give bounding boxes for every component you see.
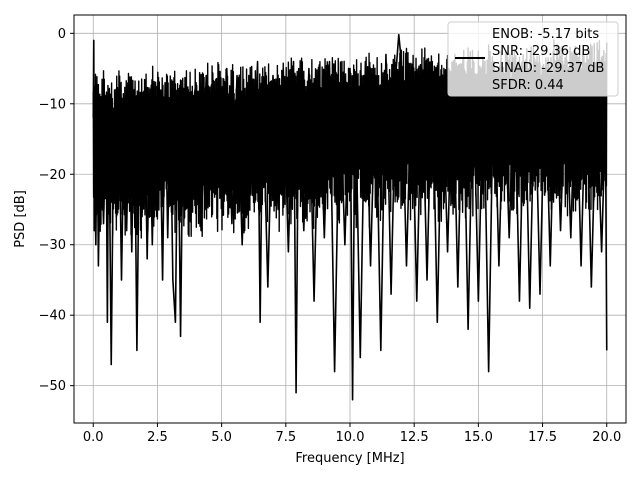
y-tick-label: −20 xyxy=(39,168,66,183)
y-tick-label: 0 xyxy=(58,27,66,42)
x-axis-ticks: 0.0 2.5 5.0 7.5 10.0 12.5 15.0 17.5 20.0 xyxy=(83,423,621,445)
legend-line-sinad: SINAD: -29.37 dB xyxy=(492,61,604,76)
y-tick-label: −40 xyxy=(39,309,66,324)
legend: ENOB: -5.17 bits SNR: -29.36 dB SINAD: -… xyxy=(447,21,619,97)
y-axis-ticks: 0 −10 −20 −30 −40 −50 xyxy=(39,27,74,394)
y-axis-title: PSD [dB] xyxy=(13,190,28,248)
x-axis-title: Frequency [MHz] xyxy=(295,451,404,466)
legend-line-snr: SNR: -29.36 dB xyxy=(492,44,590,59)
x-tick-label: 2.5 xyxy=(147,430,168,445)
x-tick-label: 7.5 xyxy=(275,430,296,445)
x-tick-label: 5.0 xyxy=(211,430,232,445)
x-tick-label: 10.0 xyxy=(336,430,365,445)
x-tick-label: 15.0 xyxy=(464,430,493,445)
x-tick-label: 17.5 xyxy=(528,430,557,445)
psd-series-line xyxy=(92,33,608,401)
legend-box xyxy=(447,21,619,97)
y-tick-label: −30 xyxy=(39,238,66,253)
x-tick-label: 0.0 xyxy=(83,430,104,445)
legend-line-sfdr: SFDR: 0.44 xyxy=(492,78,564,93)
series-layer xyxy=(92,33,608,401)
x-tick-label: 20.0 xyxy=(592,430,621,445)
legend-line-enob: ENOB: -5.17 bits xyxy=(492,27,599,42)
y-tick-label: −50 xyxy=(39,379,66,394)
y-tick-label: −10 xyxy=(39,97,66,112)
x-tick-label: 12.5 xyxy=(400,430,429,445)
